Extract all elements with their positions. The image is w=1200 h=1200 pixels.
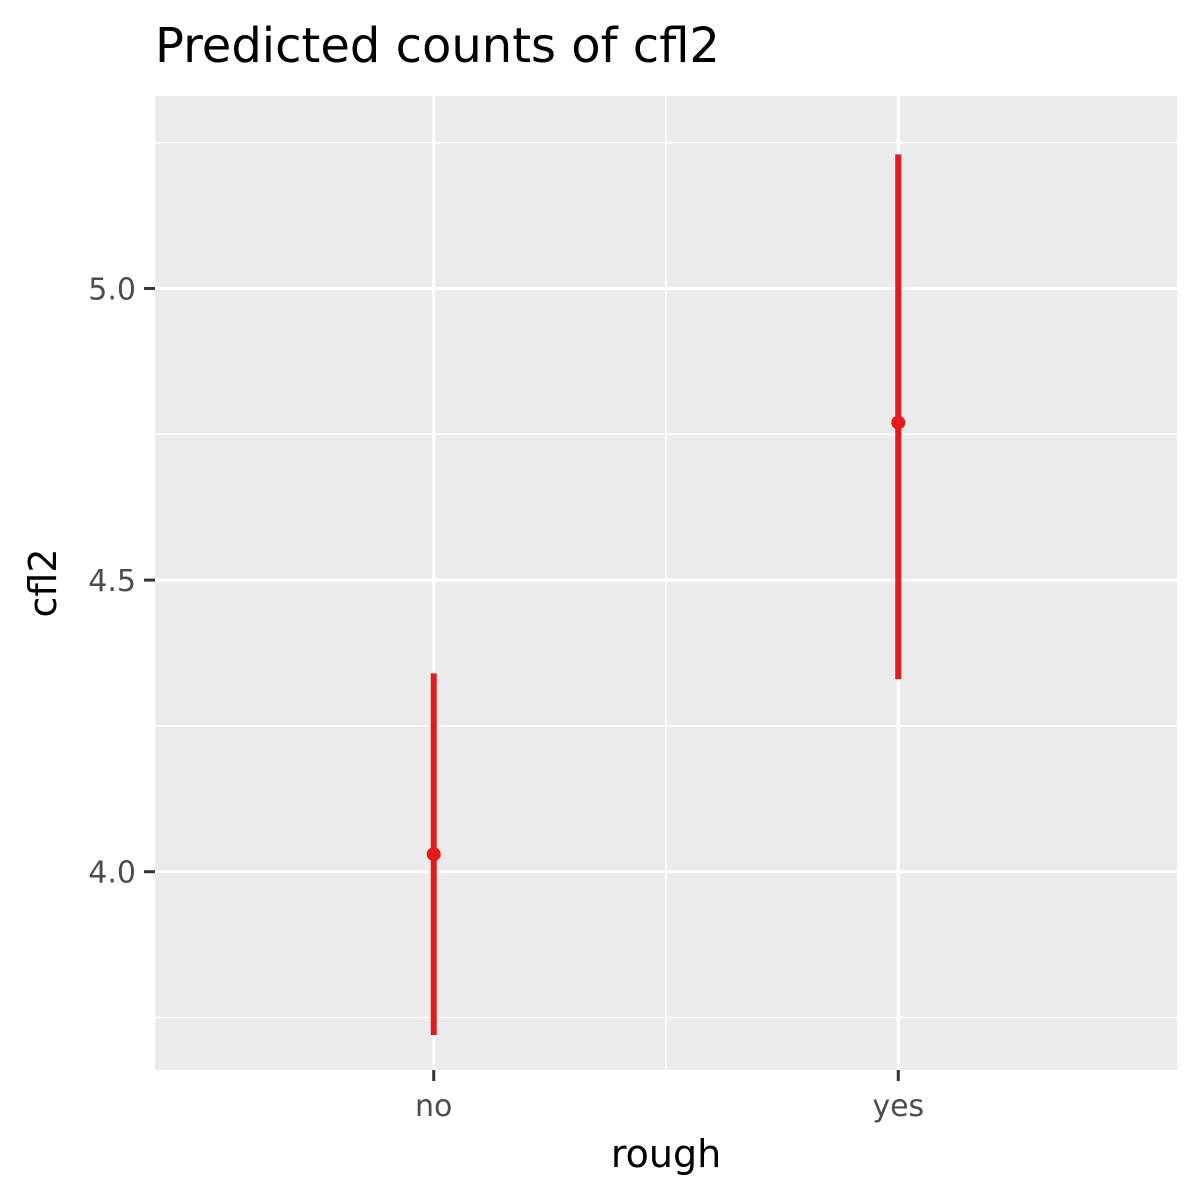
x-tick-label: no	[415, 1089, 452, 1124]
data-layer	[426, 154, 906, 1036]
y-tick-label: 4.5	[88, 564, 136, 599]
x-tick-label: yes	[872, 1089, 924, 1124]
chart-title: Predicted counts of cfl2	[155, 18, 720, 74]
y-axis-title: cfl2	[21, 548, 65, 617]
axis-layer: 4.0 4.5 5.0 no yes	[88, 272, 924, 1124]
data-point	[891, 415, 906, 430]
x-axis-title: rough	[611, 1132, 721, 1176]
y-tick-label: 4.0	[88, 856, 136, 891]
data-point	[426, 847, 441, 862]
y-tick-label: 5.0	[88, 272, 136, 307]
